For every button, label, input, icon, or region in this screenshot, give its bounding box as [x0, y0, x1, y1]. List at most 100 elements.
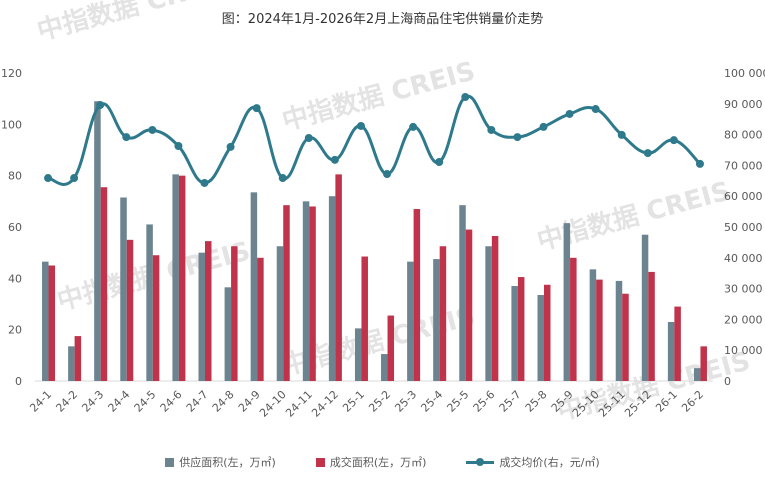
price-point: [435, 158, 444, 167]
bar-sales: [700, 346, 707, 381]
bar-sales: [309, 206, 316, 381]
bar-supply: [485, 246, 492, 381]
x-tick-label: 24-11: [283, 388, 315, 420]
y-left-tick-label: 60: [8, 221, 22, 234]
y-right-tick-label: 0: [724, 375, 731, 388]
legend-label: 成交面积(左，万㎡): [329, 456, 427, 469]
price-point: [226, 142, 235, 151]
bar-supply: [224, 287, 232, 381]
legend-item-sales: 成交面积(左，万㎡): [315, 454, 427, 470]
x-tick-label: 25-6: [471, 388, 498, 415]
y-right-tick-label: 60 000: [724, 190, 763, 203]
y-left-tick-label: 80: [8, 170, 22, 183]
bar-supply: [537, 295, 544, 381]
price-point: [669, 136, 678, 145]
price-point: [356, 121, 365, 130]
bar-sales: [100, 187, 108, 381]
bar-supply: [511, 286, 518, 381]
x-tick-label: 25-4: [418, 388, 445, 415]
y-right-tick-label: 20 000: [724, 313, 763, 326]
legend: 供应面积(左，万㎡) 成交面积(左，万㎡) 成交均价(右，元/㎡): [0, 454, 765, 470]
price-point: [70, 174, 79, 183]
bar-supply: [328, 196, 336, 381]
price-point: [643, 149, 652, 158]
price-point: [278, 174, 287, 183]
x-tick-label: 25-2: [366, 388, 393, 415]
y-right-tick-label: 50 000: [724, 221, 763, 234]
bar-supply: [563, 223, 571, 381]
bar-supply: [302, 201, 310, 381]
bar-sales: [674, 306, 681, 381]
bar-supply: [381, 354, 388, 381]
x-tick-label: 24-6: [158, 388, 185, 415]
price-point: [44, 174, 53, 183]
bar-sales: [152, 255, 160, 381]
y-right-tick-label: 80 000: [724, 129, 763, 142]
bar-sales: [517, 277, 525, 381]
bar-sales: [335, 174, 342, 381]
x-tick-label: 24-12: [309, 388, 341, 420]
price-point: [591, 105, 600, 114]
bar-supply: [120, 197, 127, 381]
price-point: [304, 133, 313, 142]
x-tick-label: 24-7: [184, 388, 211, 415]
x-tick-label: 25-1: [340, 388, 367, 415]
price-point: [409, 122, 418, 131]
price-point: [200, 178, 209, 187]
bar-sales: [387, 315, 395, 381]
x-tick-label: 24-1: [27, 388, 54, 415]
bar-sales: [491, 235, 499, 381]
bar-supply: [68, 346, 75, 381]
x-tick-label: 25-8: [523, 388, 550, 415]
bar-sales: [126, 239, 134, 381]
bar-supply: [94, 101, 101, 381]
x-tick-label: 24-4: [106, 388, 133, 415]
bar-supply: [354, 328, 362, 381]
x-tick-label: 25-3: [392, 388, 419, 415]
x-tick-label: 24-2: [53, 388, 80, 415]
y-left-tick-label: 40: [8, 272, 22, 285]
bar-supply: [459, 205, 466, 381]
bar-supply: [589, 269, 597, 381]
price-point: [252, 104, 261, 113]
bar-supply: [250, 192, 258, 381]
legend-label: 成交均价(右，元/㎡): [499, 456, 600, 469]
price-point: [513, 133, 522, 142]
x-tick-label: 25-5: [445, 388, 472, 415]
bar-sales: [231, 246, 238, 381]
price-point: [565, 109, 574, 118]
y-right-tick-label: 30 000: [724, 283, 763, 296]
price-point: [539, 122, 548, 131]
y-right-tick-label: 10 000: [724, 344, 763, 357]
x-tick-label: 24-5: [132, 388, 159, 415]
y-right-tick-label: 70 000: [724, 159, 763, 172]
price-point: [617, 130, 626, 139]
legend-swatch: [165, 457, 175, 467]
price-point: [96, 101, 105, 110]
bar-sales: [205, 241, 212, 381]
legend-item-supply: 供应面积(左，万㎡): [165, 454, 276, 470]
bar-supply: [433, 259, 440, 381]
bar-supply: [146, 224, 153, 381]
y-left-tick-label: 120: [1, 67, 22, 80]
legend-swatch: [315, 457, 325, 467]
legend-swatch: [466, 457, 495, 466]
x-tick-label: 25-7: [497, 388, 524, 415]
price-point: [487, 125, 496, 134]
price-point: [330, 155, 339, 164]
watermark: 中指数据 CREIS: [34, 0, 233, 47]
bar-supply: [42, 261, 49, 381]
price-point: [461, 93, 470, 102]
bar-supply: [172, 174, 179, 381]
bar-supply: [198, 252, 205, 381]
price-point: [383, 170, 392, 179]
bar-sales: [361, 256, 368, 381]
bar-sales: [622, 293, 629, 381]
bar-sales: [570, 257, 577, 381]
legend-label: 供应面积(左，万㎡): [179, 456, 276, 469]
bar-supply: [693, 368, 701, 381]
price-point: [174, 141, 183, 150]
x-tick-label: 24-8: [210, 388, 237, 415]
